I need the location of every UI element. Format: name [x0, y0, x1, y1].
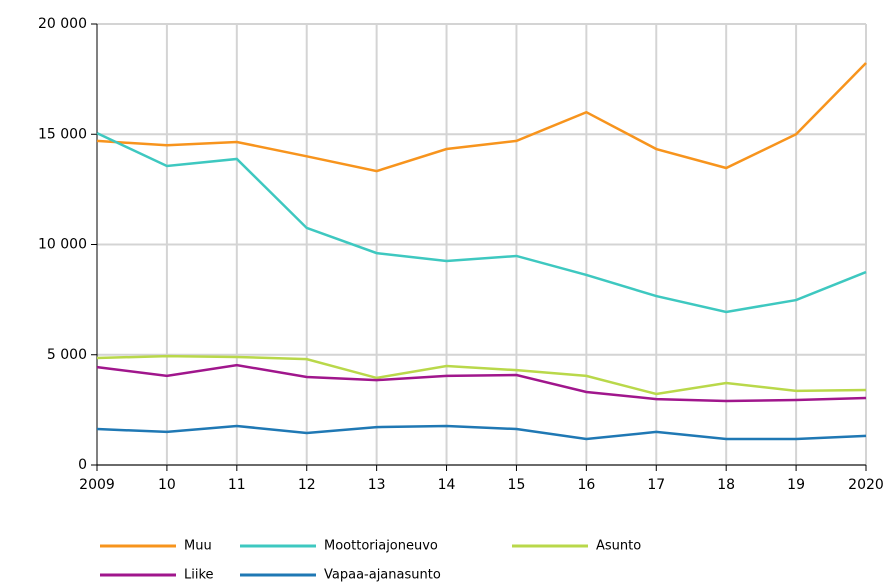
- x-tick-label: 18: [717, 477, 735, 493]
- y-tick-label: 10 000: [38, 237, 87, 253]
- x-tick-label: 19: [787, 477, 805, 493]
- series-line: [96, 62, 867, 173]
- y-tick-label: 5 000: [47, 347, 87, 363]
- series-line: [96, 363, 867, 403]
- x-tick-label: 16: [577, 477, 595, 493]
- x-tick-label: 14: [438, 477, 456, 493]
- x-tick-label: 10: [158, 477, 176, 493]
- legend-label: Moottoriajoneuvo: [324, 539, 438, 554]
- x-tick-label: 17: [647, 477, 665, 493]
- y-tick-label: 15 000: [38, 126, 87, 142]
- x-tick-label: 11: [228, 477, 246, 493]
- legend-label: Vapaa-ajanasunto: [324, 568, 441, 583]
- series-line: [96, 132, 867, 314]
- legend-label: Muu: [184, 539, 212, 554]
- y-tick-label: 20 000: [38, 16, 87, 32]
- x-tick-label: 13: [368, 477, 386, 493]
- x-tick-label: 2009: [79, 477, 115, 493]
- legend-label: Liike: [184, 568, 214, 583]
- x-tick-label: 15: [508, 477, 526, 493]
- series-line: [96, 424, 867, 441]
- series-line: [96, 354, 867, 396]
- legend-label: Asunto: [596, 539, 641, 554]
- x-tick-label: 12: [298, 477, 316, 493]
- y-tick-label: 0: [78, 457, 87, 473]
- x-tick-label: 2020: [848, 477, 884, 493]
